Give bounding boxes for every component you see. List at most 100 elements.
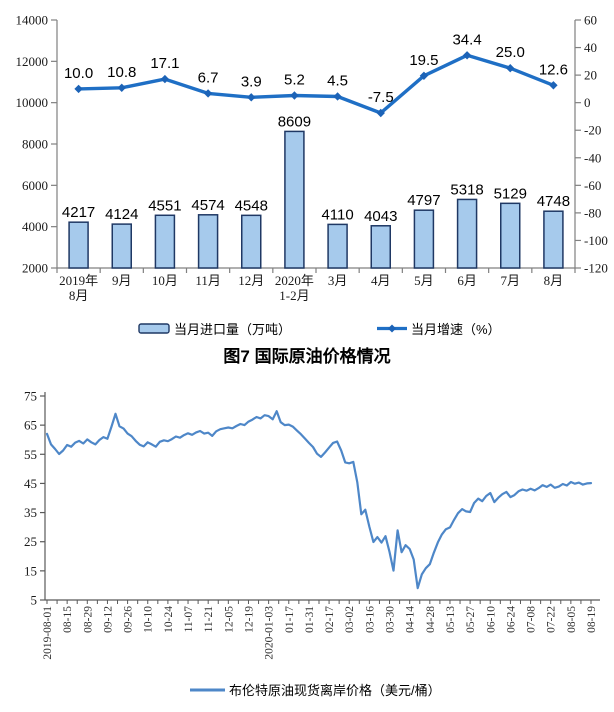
line-value-label: 34.4: [452, 31, 481, 48]
bar-value-label: 4551: [148, 197, 181, 214]
line-value-label: 10.8: [107, 64, 136, 81]
svg-text:6月: 6月: [457, 273, 477, 288]
date-label: 02-17: [324, 606, 336, 633]
date-label: 08-05: [566, 606, 578, 633]
bar-value-label: 4797: [407, 192, 440, 209]
legend: 布伦特原油现货离岸价格（美元/桶）: [190, 683, 441, 698]
svg-text:15: 15: [24, 563, 37, 578]
bar: [327, 223, 348, 269]
bar: [413, 209, 435, 269]
svg-text:2019年: 2019年: [59, 273, 98, 288]
diamond-marker: [333, 92, 342, 101]
growth-line: 10.0 10.8 17.1 6.7 3.9 5.2 4.5 -7.5 19.5 34.4 25.0…: [64, 31, 568, 118]
svg-text:75: 75: [24, 389, 37, 404]
bar: [154, 214, 176, 269]
svg-text:10000: 10000: [16, 95, 49, 110]
date-label: 06-24: [505, 606, 517, 633]
svg-text:3月: 3月: [328, 273, 348, 288]
line-value-label: 12.6: [539, 61, 568, 78]
svg-text:-60: -60: [584, 178, 601, 193]
bar: [500, 202, 521, 269]
bar-value-label: 4548: [235, 197, 268, 214]
bar: [241, 214, 262, 269]
svg-text:8月: 8月: [69, 288, 89, 303]
line-value-label: 6.7: [198, 69, 219, 86]
svg-text:2000: 2000: [22, 261, 48, 276]
svg-text:6000: 6000: [22, 178, 48, 193]
diamond-marker: [160, 74, 170, 84]
bar-value-label: 4043: [364, 208, 397, 225]
bar: [111, 223, 132, 269]
svg-text:10月: 10月: [152, 273, 178, 288]
date-label: 03-02: [344, 606, 356, 633]
x-axis-labels: 2019-08-01 08-15 08-29 09-12 09-26 10-10 10-24…: [42, 606, 598, 660]
date-label: 07-22: [546, 606, 558, 633]
date-label: 05-13: [445, 606, 457, 633]
date-label: 01-17: [284, 606, 296, 633]
date-label: 2020-01-03: [264, 606, 276, 660]
svg-text:-40: -40: [584, 150, 601, 165]
svg-text:-20: -20: [584, 123, 601, 138]
bar: [68, 221, 89, 269]
left-axis-ticks: 2000 4000 6000 8000 10000 12000 14000: [16, 13, 57, 276]
date-label: 10-10: [143, 606, 155, 633]
svg-text:14000: 14000: [16, 13, 49, 28]
diamond-marker: [419, 71, 429, 80]
svg-text:12月: 12月: [238, 273, 264, 288]
diamond-marker: [203, 89, 213, 98]
diamond-marker: [549, 81, 558, 90]
svg-text:65: 65: [24, 418, 37, 433]
date-label: 04-14: [405, 606, 417, 633]
bar-value-label: 4124: [105, 206, 138, 223]
right-axis-ticks: -120 -100 -80 -60 -40 -20 0 20 40 60: [575, 13, 608, 276]
date-label: 2019-08-01: [42, 606, 54, 660]
svg-text:9月: 9月: [112, 273, 132, 288]
figure-title: 图7 国际原油价格情况: [223, 347, 391, 366]
date-label: 10-24: [163, 606, 175, 633]
date-label: 08-15: [62, 606, 74, 633]
line-value-label: 10.0: [64, 65, 93, 82]
line-value-label: 17.1: [150, 55, 179, 72]
imports-volume-growth-chart: 2000400060008000100001200014000-120-100-…: [16, 13, 608, 338]
svg-text:1-2月: 1-2月: [279, 288, 309, 303]
svg-text:20: 20: [584, 68, 597, 83]
diamond-marker: [462, 51, 472, 60]
line-value-label: 25.0: [496, 44, 525, 61]
line-value-label: -7.5: [368, 89, 394, 106]
y-axis-ticks: 5 15 25 35 45 55 65 75: [24, 389, 45, 608]
date-label: 09-26: [123, 606, 135, 633]
svg-text:35: 35: [24, 505, 37, 520]
line-value-label: 4.5: [327, 72, 348, 89]
diamond-marker: [247, 93, 256, 102]
date-label: 09-12: [102, 606, 114, 633]
svg-text:8月: 8月: [544, 273, 564, 288]
svg-text:60: 60: [584, 13, 597, 28]
date-label: 11-21: [203, 606, 215, 633]
svg-text:4000: 4000: [22, 219, 48, 234]
svg-text:-100: -100: [584, 233, 608, 248]
legend: 当月进口量（万吨） 当月增速（%）: [138, 322, 501, 337]
diamond-marker: [117, 83, 126, 92]
svg-text:7月: 7月: [500, 273, 520, 288]
axes: [44, 392, 600, 601]
date-label: 03-16: [364, 606, 376, 633]
svg-text:-80: -80: [584, 205, 601, 220]
bar: [543, 210, 564, 269]
line-value-label: 19.5: [409, 52, 438, 69]
diamond-marker: [388, 324, 396, 333]
svg-text:40: 40: [584, 40, 597, 55]
import-volume-bars: 4217 4124 4551 4574 4548 8609 4110 4043 4797 5318…: [62, 113, 570, 269]
x-axis-ticks: [46, 600, 592, 604]
svg-text:4月: 4月: [371, 273, 391, 288]
diamond-marker: [290, 91, 299, 100]
date-label: 08-19: [586, 606, 598, 633]
date-label: 11-07: [183, 606, 195, 633]
svg-text:12000: 12000: [16, 54, 49, 69]
diamond-marker: [74, 84, 83, 94]
bar: [284, 130, 305, 269]
date-label: 08-29: [82, 606, 94, 633]
price-line: [45, 410, 593, 590]
bar: [197, 214, 219, 269]
svg-text:2020年: 2020年: [275, 273, 314, 288]
